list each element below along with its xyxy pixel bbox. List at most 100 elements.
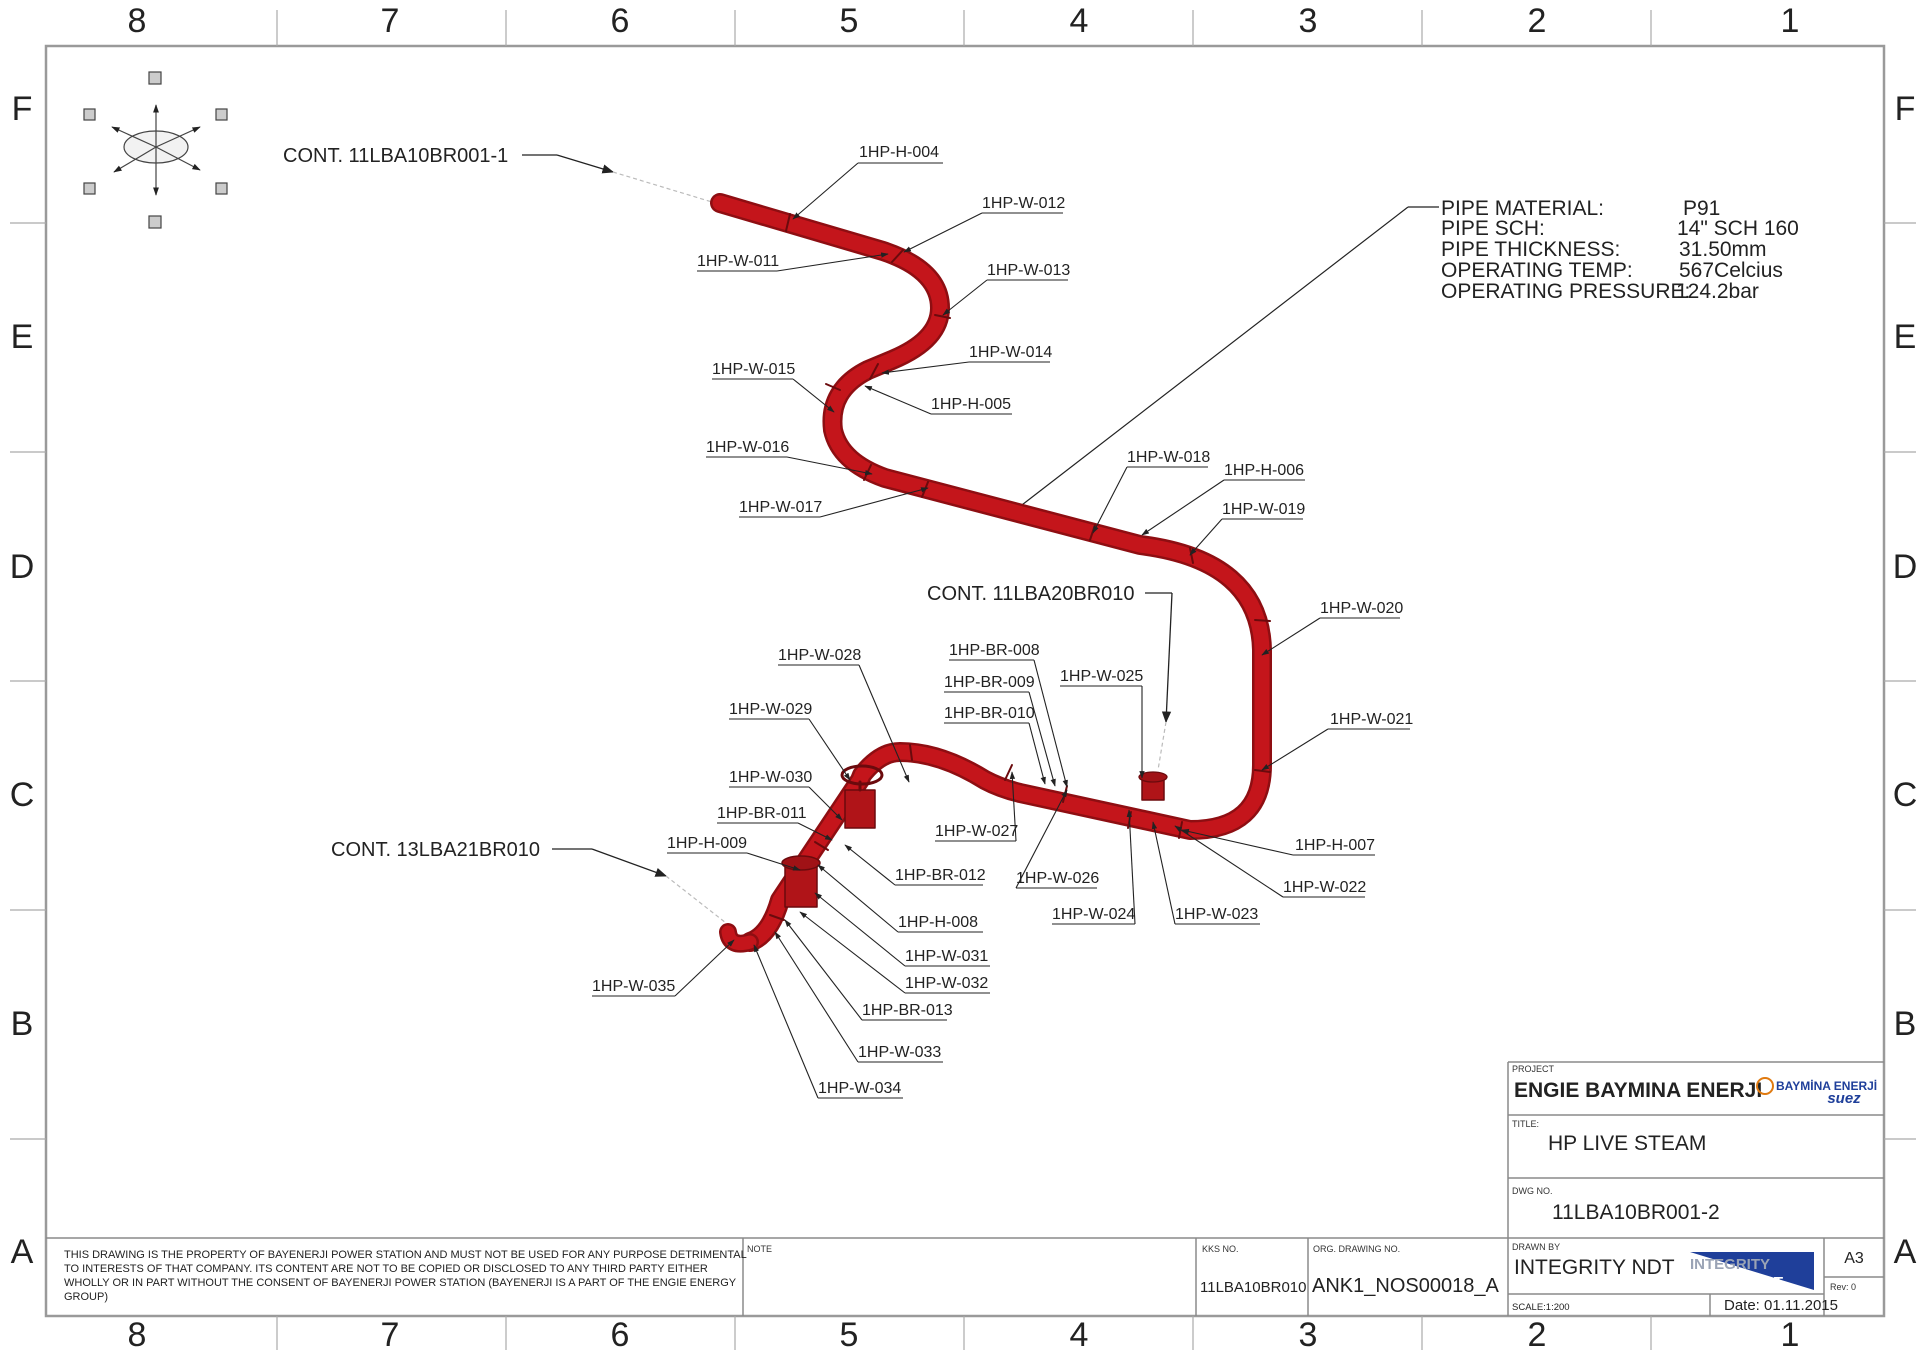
revision: Rev: 0 [1830, 1282, 1856, 1292]
column-label: 2 [1528, 1316, 1547, 1354]
disclaimer: THIS DRAWING IS THE PROPERTY OF BAYENERJ… [64, 1249, 747, 1303]
callout-1hp-br-008: 1HP-BR-008 [949, 642, 1040, 659]
callout-1hp-w-022: 1HP-W-022 [1283, 879, 1366, 896]
continuation-middle: CONT. 11LBA20BR010 [927, 583, 1173, 771]
column-label: 5 [840, 2, 859, 40]
callout-1hp-w-034: 1HP-W-034 [818, 1080, 901, 1097]
column-label: 7 [381, 1316, 400, 1354]
spec-value: 567Celcius [1679, 259, 1783, 282]
callout-1hp-h-006: 1HP-H-006 [1224, 462, 1304, 479]
spec-label: PIPE SCH: [1441, 217, 1545, 240]
svg-text:THIS DRAWING IS THE PROPERTY O: THIS DRAWING IS THE PROPERTY OF BAYENERJ… [64, 1249, 747, 1261]
row-label: F [1895, 90, 1916, 128]
column-label: 5 [840, 1316, 859, 1354]
spec-value: 31.50mm [1679, 238, 1767, 261]
integrity-ndt-logo: INTEGRITY NDT [1690, 1252, 1814, 1291]
kks-caption: KKS NO. [1202, 1244, 1239, 1254]
suez-logo-text: suez [1827, 1090, 1861, 1107]
column-label: 8 [128, 2, 147, 40]
title-caption: TITLE: [1512, 1119, 1539, 1129]
spec-value: P91 [1683, 197, 1720, 220]
kks-number: 11LBA10BR010 [1200, 1279, 1306, 1296]
baymina-logo: BAYMİNA ENERJİ suez [1756, 1077, 1877, 1107]
row-label: D [10, 548, 35, 586]
integrity-logo-text: INTEGRITY [1690, 1256, 1770, 1273]
callout-1hp-w-013: 1HP-W-013 [987, 262, 1070, 279]
note-caption: NOTE [747, 1244, 772, 1254]
row-label: C [10, 776, 35, 814]
ndt-logo-text: NDT [1752, 1274, 1783, 1291]
callout-1hp-w-033: 1HP-W-033 [858, 1044, 941, 1061]
callout-1hp-h-007: 1HP-H-007 [1295, 837, 1375, 854]
project-name: ENGIE BAYMINA ENERJI [1514, 1079, 1762, 1102]
callout-1hp-w-012: 1HP-W-012 [982, 195, 1065, 212]
spec-label: PIPE THICKNESS: [1441, 238, 1620, 261]
callout-1hp-w-017: 1HP-W-017 [739, 499, 822, 516]
callout-1hp-w-025: 1HP-W-025 [1060, 668, 1143, 685]
callout-1hp-w-016: 1HP-W-016 [706, 439, 789, 456]
callout-1hp-w-019: 1HP-W-019 [1222, 501, 1305, 518]
spec-value: 124.2bar [1676, 280, 1759, 303]
spec-label: OPERATING TEMP: [1441, 259, 1633, 282]
column-label: 4 [1070, 1316, 1089, 1354]
callout-1hp-w-028: 1HP-W-028 [778, 647, 861, 664]
column-label: 1 [1781, 2, 1800, 40]
spec-value: 14" SCH 160 [1677, 217, 1799, 240]
callout-1hp-w-029: 1HP-W-029 [729, 701, 812, 718]
project-caption: PROJECT [1512, 1064, 1555, 1074]
sheet-size: A3 [1844, 1250, 1864, 1267]
svg-text:TO INTERESTS OF THAT COMPANY.: TO INTERESTS OF THAT COMPANY. ITS CONTEN… [64, 1263, 708, 1275]
column-label: 6 [611, 1316, 630, 1354]
callout-1hp-w-023: 1HP-W-023 [1175, 906, 1258, 923]
continuation-top: CONT. 11LBA10BR001-1 [283, 145, 713, 203]
column-label: 7 [381, 2, 400, 40]
drawing-number: 11LBA10BR001-2 [1552, 1201, 1720, 1224]
scale: SCALE:1:200 [1512, 1302, 1570, 1313]
baymina-logo-text: BAYMİNA ENERJİ [1776, 1078, 1877, 1093]
callout-1hp-h-005: 1HP-H-005 [931, 396, 1011, 413]
callout-1hp-w-032: 1HP-W-032 [905, 975, 988, 992]
valve-lower-icon [781, 855, 821, 908]
callout-1hp-w-026: 1HP-W-026 [1016, 870, 1099, 887]
orientation-gizmo-icon[interactable] [83, 71, 228, 229]
callout-1hp-w-030: 1HP-W-030 [729, 769, 812, 786]
valve-upper-icon [840, 764, 884, 829]
row-label: B [1894, 1005, 1917, 1043]
callout-1hp-w-018: 1HP-W-018 [1127, 449, 1210, 466]
org-drawing-caption: ORG. DRAWING NO. [1313, 1244, 1400, 1254]
callout-1hp-w-024: 1HP-W-024 [1052, 906, 1135, 923]
column-label: 3 [1299, 2, 1318, 40]
callout-1hp-h-008: 1HP-H-008 [898, 914, 978, 931]
pipe-route [710, 193, 1272, 953]
callout-1hp-w-031: 1HP-W-031 [905, 948, 988, 965]
row-label: D [1893, 548, 1918, 586]
callout-leaders [592, 162, 1410, 1099]
row-label: E [1894, 318, 1917, 356]
callout-1hp-br-013: 1HP-BR-013 [862, 1002, 953, 1019]
row-label: C [1893, 776, 1918, 814]
svg-text:WHOLLY OR IN PART WITHOUT THE: WHOLLY OR IN PART WITHOUT THE CONSENT OF… [64, 1277, 737, 1289]
row-label: F [12, 90, 33, 128]
callout-1hp-br-012: 1HP-BR-012 [895, 867, 986, 884]
drawn-by: INTEGRITY NDT [1514, 1256, 1675, 1279]
dwg-caption: DWG NO. [1512, 1186, 1553, 1196]
callout-1hp-w-021: 1HP-W-021 [1330, 711, 1413, 728]
org-drawing-number: ANK1_NOS00018_A [1312, 1275, 1499, 1297]
callout-1hp-br-009: 1HP-BR-009 [944, 674, 1035, 691]
svg-text:GROUP): GROUP) [64, 1291, 108, 1303]
callout-1hp-w-027: 1HP-W-027 [935, 823, 1018, 840]
callout-1hp-w-015: 1HP-W-015 [712, 361, 795, 378]
spec-label: OPERATING PRESSURE: [1441, 280, 1690, 303]
column-label: 4 [1070, 2, 1089, 40]
column-label: 2 [1528, 2, 1547, 40]
row-label: B [11, 1005, 34, 1043]
svg-text:CONT. 11LBA10BR001-1: CONT. 11LBA10BR001-1 [283, 145, 508, 167]
callout-1hp-br-011: 1HP-BR-011 [717, 805, 807, 822]
callout-1hp-h-004: 1HP-H-004 [859, 144, 939, 161]
callout-1hp-w-020: 1HP-W-020 [1320, 600, 1403, 617]
column-label: 3 [1299, 1316, 1318, 1354]
drawing-title: HP LIVE STEAM [1548, 1132, 1706, 1155]
callout-1hp-w-035: 1HP-W-035 [592, 978, 675, 995]
svg-text:CONT. 13LBA21BR010: CONT. 13LBA21BR010 [331, 839, 540, 861]
